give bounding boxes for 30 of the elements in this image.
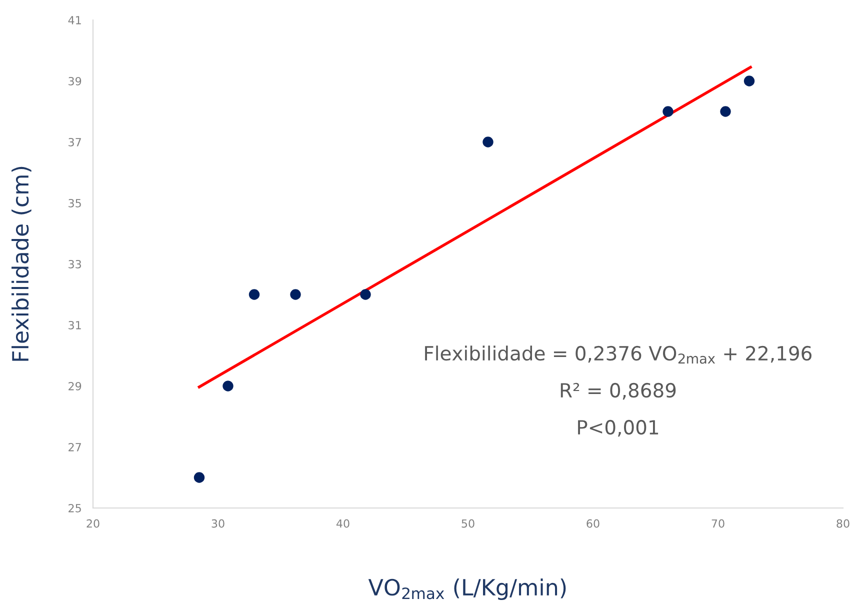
point — [720, 106, 731, 117]
point — [482, 136, 494, 148]
y-tick-label: 37 — [68, 138, 81, 146]
x-tick-label: 40 — [336, 519, 350, 528]
point — [290, 289, 301, 300]
x-tick-label: 60 — [586, 519, 600, 528]
point — [360, 289, 371, 300]
y-tick-label: 41 — [68, 16, 81, 24]
x-axis-title: VO$_{2max}$ (L/Kg/min) — [368, 578, 566, 600]
y-tick-label: 33 — [68, 260, 81, 268]
y-tick-label: 29 — [68, 382, 82, 390]
y-tick-label: 35 — [68, 198, 81, 208]
y-tick-label: 25 — [68, 504, 81, 512]
point — [744, 76, 755, 86]
y-axis-title: Flexibilidade (cm) — [12, 166, 32, 361]
point — [194, 472, 205, 483]
point — [222, 380, 234, 392]
x-tick-label: 20 — [86, 519, 100, 528]
x-tick-label: 30 — [212, 519, 224, 528]
point — [248, 289, 260, 300]
annotation: P<0,001 — [578, 420, 658, 437]
y-tick-label: 39 — [68, 76, 82, 86]
annotation: Flexibilidade = 0,2376 VO$_{2max}$ + 22,196 — [425, 346, 812, 364]
y-tick-label: 31 — [68, 320, 81, 330]
annotation: R² = 0,8689 — [560, 382, 676, 400]
x-tick-label: 80 — [836, 519, 850, 528]
y-tick-label: 27 — [68, 442, 81, 452]
point — [662, 106, 674, 117]
x-tick-label: 70 — [712, 519, 724, 528]
x-tick-label: 50 — [462, 519, 474, 528]
